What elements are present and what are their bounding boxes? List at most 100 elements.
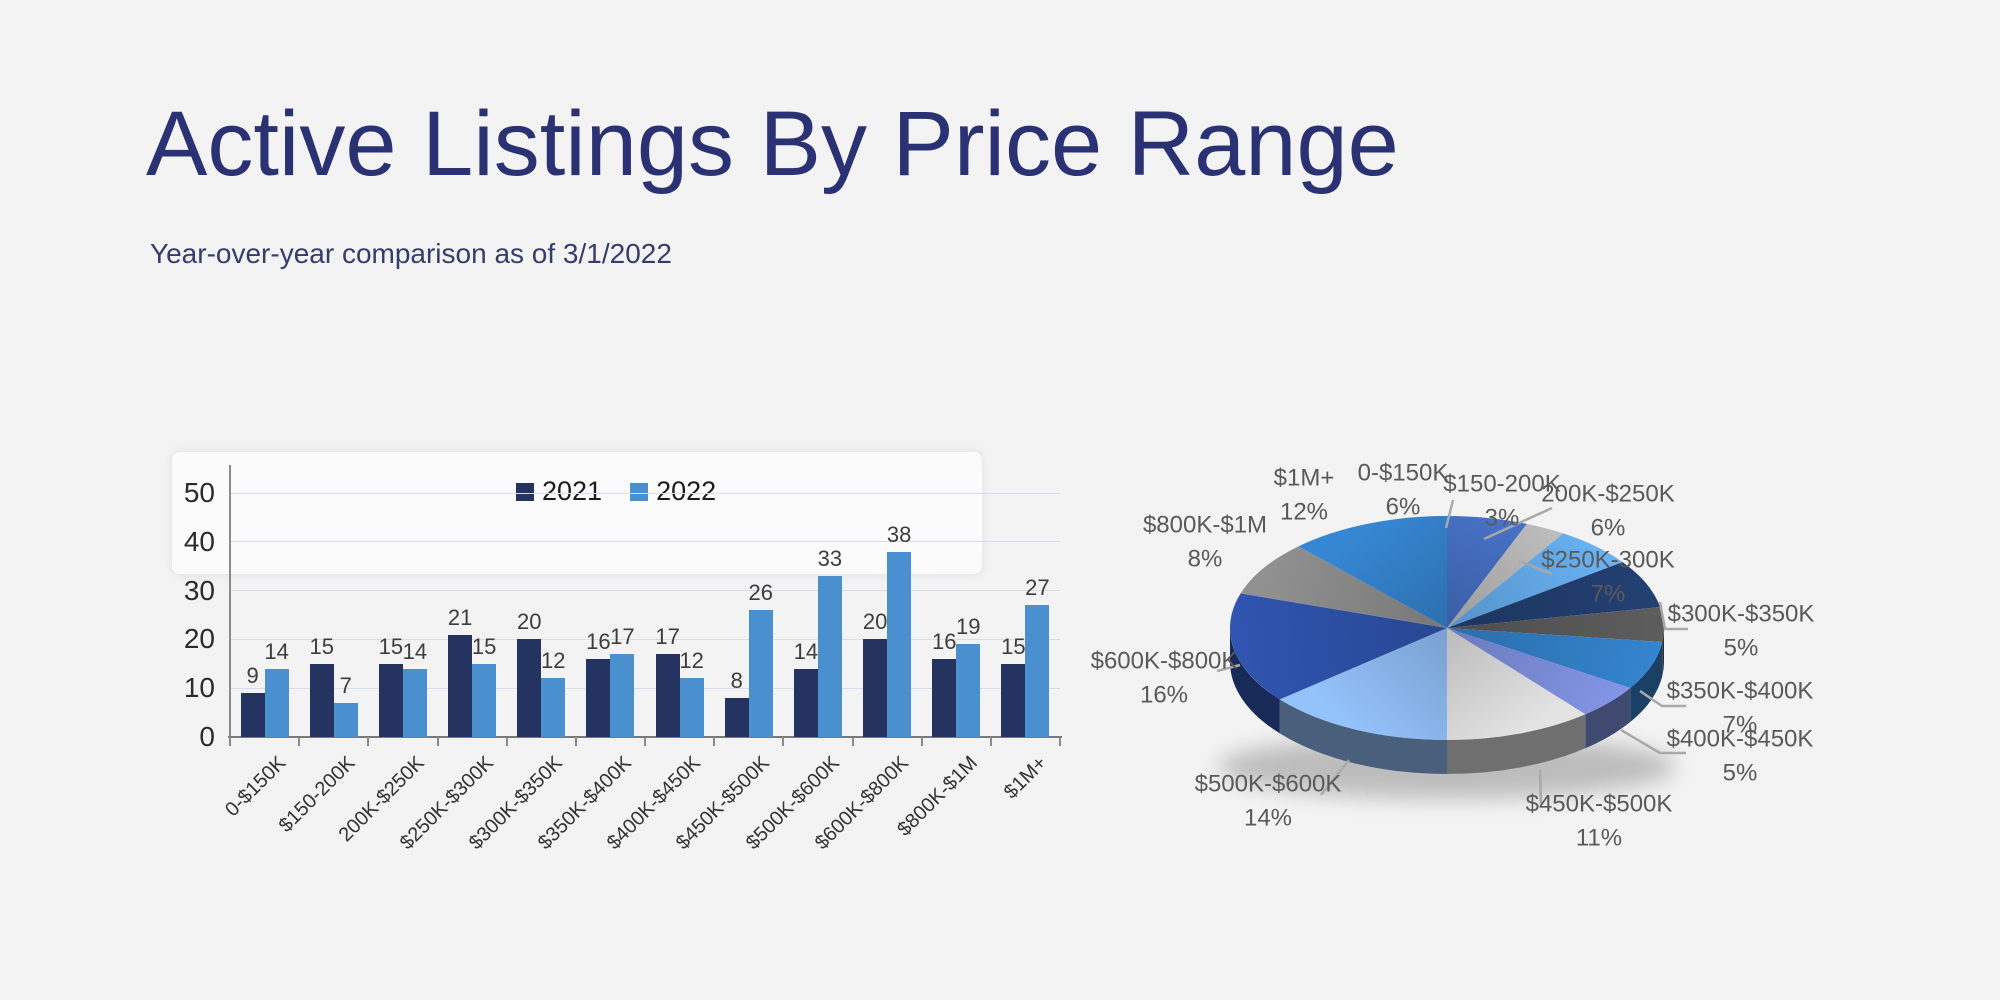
pie-slice-$500K-$600K xyxy=(1279,628,1447,740)
bar-value-label: 38 xyxy=(886,521,912,547)
x-axis-tickmark xyxy=(436,737,439,746)
pie-label-category: 0-$150K xyxy=(1357,459,1449,487)
bar-value-label: 26 xyxy=(748,580,773,606)
bar-2021 xyxy=(586,658,611,737)
pie-label-category: $250K-300K xyxy=(1541,546,1675,574)
y-axis-tick-label: 40 xyxy=(183,525,215,557)
legend-item-2022: 2022 xyxy=(630,476,716,507)
y-axis-tick-label: 0 xyxy=(199,721,215,752)
y-axis-line xyxy=(229,465,231,739)
pie-label-category: $150-200K xyxy=(1443,470,1561,498)
bar-2022 xyxy=(610,654,635,737)
bar-value-label: 16 xyxy=(932,628,957,654)
y-gridline xyxy=(230,638,1060,640)
y-axis-tick-label: 30 xyxy=(183,574,215,606)
pie-label-category: $1M+ xyxy=(1273,464,1335,492)
bar-2022 xyxy=(1025,605,1050,737)
bar-value-label: 12 xyxy=(541,648,566,674)
x-axis-tickmark xyxy=(989,737,992,746)
bar-chart-legend: 2021 2022 xyxy=(516,476,716,507)
pie-slice-$300K-$350K xyxy=(1447,607,1665,643)
pie-label-$1M+: $1M+ 12% xyxy=(1274,461,1335,528)
legend-item-2021: 2021 xyxy=(516,476,602,507)
y-gridline xyxy=(230,590,1060,592)
x-axis-tickmark xyxy=(505,737,508,746)
bar-value-label: 7 xyxy=(339,672,352,698)
pie-leader-line xyxy=(1444,499,1455,529)
pie-slice-side-$400K-$450K xyxy=(1585,688,1631,749)
pie-label-$400K-$450K: $400K-$450K 5% xyxy=(1667,722,1814,789)
pie-slice-$600K-$800K xyxy=(1229,593,1447,700)
pie-leader-line xyxy=(1216,663,1241,673)
pie-label-percent: 14% xyxy=(1243,804,1293,831)
bar-value-label: 15 xyxy=(378,633,404,659)
bar-value-label: 15 xyxy=(309,633,334,659)
bar-value-label: 19 xyxy=(956,614,981,640)
pie-label-category: $450K-$500K xyxy=(1525,790,1673,818)
pie-slice-$1M+ xyxy=(1298,516,1447,628)
bar-value-label: 15 xyxy=(1001,633,1026,659)
bar-2021 xyxy=(655,654,680,737)
x-axis-tickmark xyxy=(367,737,370,746)
bar-2022 xyxy=(333,702,358,737)
pie-label-percent: 5% xyxy=(1723,634,1759,661)
pie-label-category: $350K-$400K xyxy=(1666,677,1814,705)
bar-value-label: 20 xyxy=(517,609,542,635)
pie-slice-$450K-$500K xyxy=(1447,628,1586,740)
x-axis-tickmark xyxy=(782,737,785,746)
pie-label-200K-$250K: 200K-$250K 6% xyxy=(1541,477,1674,544)
x-axis-tickmark xyxy=(1059,737,1061,746)
bar-2021 xyxy=(724,697,749,737)
legend-label-2022: 2022 xyxy=(656,476,717,506)
pie-slice-$350K-$400K xyxy=(1447,628,1663,689)
bar-value-label: 17 xyxy=(610,624,635,650)
x-axis-tickmark xyxy=(920,737,923,746)
legend-swatch-2021 xyxy=(516,482,534,501)
pie-slice-$250K-300K xyxy=(1447,562,1661,628)
pie-label-percent: 5% xyxy=(1722,759,1758,786)
bar-value-label: 12 xyxy=(679,648,704,674)
pie-label-0-$150K: 0-$150K 6% xyxy=(1358,456,1449,523)
bar-2021 xyxy=(1001,663,1026,737)
y-axis-tick-label: 50 xyxy=(183,477,215,508)
bar-2022 xyxy=(817,575,842,737)
pie-label-percent: 16% xyxy=(1139,681,1189,708)
bar-2022 xyxy=(541,678,566,737)
bar-value-label: 14 xyxy=(793,638,819,664)
bar-value-label: 21 xyxy=(447,604,473,630)
pie-label-$600K-$800K: $600K-$800K 16% xyxy=(1091,644,1238,711)
bar-2022 xyxy=(887,551,912,737)
pie-slice-0-$150K xyxy=(1447,516,1527,628)
x-axis-tickmark xyxy=(644,737,646,746)
bar-2021 xyxy=(448,634,473,737)
pie-leader-line xyxy=(1620,728,1686,755)
legend-swatch-2022 xyxy=(630,482,649,501)
pie-slice-$800K-$1M xyxy=(1240,546,1447,628)
bar-2021 xyxy=(793,668,818,737)
x-axis-tickmark xyxy=(229,737,231,746)
pie-label-$800K-$1M: $800K-$1M 8% xyxy=(1143,508,1267,575)
pie-slice-side-$600K-$800K xyxy=(1230,628,1280,734)
pie-label-$450K-$500K: $450K-$500K 11% xyxy=(1526,787,1673,854)
pie-label-$150-200K: $150-200K 3% xyxy=(1443,467,1560,534)
bar-2021 xyxy=(309,663,334,737)
pie-label-category: 200K-$250K xyxy=(1541,480,1675,508)
pie-label-percent: 8% xyxy=(1187,545,1223,572)
pie-slice-200K-$250K xyxy=(1447,533,1623,628)
pie-leader-line xyxy=(1538,769,1543,805)
pie-label-percent: 6% xyxy=(1385,493,1421,520)
y-gridline xyxy=(230,541,1060,543)
pie-slice-$400K-$450K xyxy=(1447,628,1631,715)
pie-slice-side-$500K-$600K xyxy=(1279,699,1447,774)
pie-label-percent: 3% xyxy=(1484,504,1520,531)
bar-2021 xyxy=(378,663,403,737)
y-gridline xyxy=(230,492,1060,494)
pie-slice-side-$300K-$350K xyxy=(1662,628,1664,677)
bar-2022 xyxy=(402,668,427,737)
bar-value-label: 20 xyxy=(862,609,888,635)
bar-2022 xyxy=(472,663,497,737)
legend-label-2021: 2021 xyxy=(542,476,603,506)
pie-leader-line xyxy=(1639,689,1686,708)
pie-label-category: $300K-$350K xyxy=(1667,600,1815,628)
